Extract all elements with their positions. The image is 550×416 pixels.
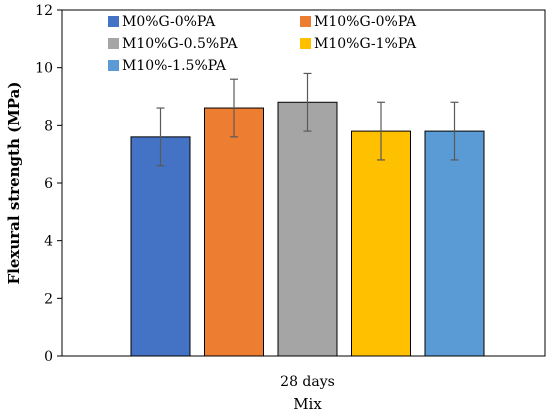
- x-axis-label: Mix: [293, 395, 322, 413]
- y-tick-label-4: 4: [44, 234, 53, 250]
- legend-item-3: M10%G-0.5%PA: [108, 36, 238, 52]
- legend: M0%G-0%PA M10%G-0%PA M10%G-0.5%PA M10%G-1%P…: [108, 14, 417, 74]
- y-tick-label-2: 2: [44, 291, 53, 307]
- x-axis-categories: 28 days: [280, 374, 335, 390]
- bar-4: [351, 130, 411, 357]
- y-axis-ticks: 0 2 4 6 8 10 12: [35, 3, 62, 365]
- y-tick-label-10: 10: [35, 61, 53, 77]
- x-category-label: 28 days: [280, 374, 335, 390]
- legend-label-2: M10%G-0%PA: [314, 14, 417, 30]
- legend-label-5: M10%-1.5%PA: [122, 58, 227, 74]
- error-bar-3: [303, 72, 312, 132]
- error-bar-1: [156, 107, 165, 167]
- legend-item-4: M10%G-1%PA: [300, 36, 417, 52]
- legend-item-2: M10%G-0%PA: [300, 14, 417, 30]
- y-tick-label-8: 8: [44, 118, 53, 134]
- bar-1: [130, 136, 191, 357]
- legend-swatch-3: [108, 38, 119, 49]
- y-axis-label: Flexural strength (MPa): [5, 82, 23, 285]
- legend-label-3: M10%G-0.5%PA: [122, 36, 238, 52]
- error-bar-4: [377, 101, 385, 161]
- y-tick-label-6: 6: [44, 176, 53, 192]
- error-bar-5: [450, 101, 459, 161]
- legend-item-1: M0%G-0%PA: [108, 14, 216, 30]
- bar-5: [424, 130, 485, 357]
- plot-area-frame: [61, 9, 546, 357]
- y-tick-label-0: 0: [44, 349, 53, 365]
- legend-item-5: M10%-1.5%PA: [108, 58, 227, 74]
- bar-3: [277, 101, 338, 357]
- bars: [130, 101, 485, 357]
- legend-swatch-4: [300, 38, 311, 49]
- legend-swatch-2: [300, 16, 311, 27]
- legend-swatch-5: [108, 60, 119, 71]
- legend-label-1: M0%G-0%PA: [122, 14, 216, 30]
- bar-2: [204, 107, 264, 357]
- legend-label-4: M10%G-1%PA: [314, 36, 417, 52]
- legend-swatch-1: [108, 16, 119, 27]
- error-bar-2: [230, 78, 238, 138]
- y-tick-label-12: 12: [35, 3, 53, 19]
- error-bars: [156, 72, 459, 167]
